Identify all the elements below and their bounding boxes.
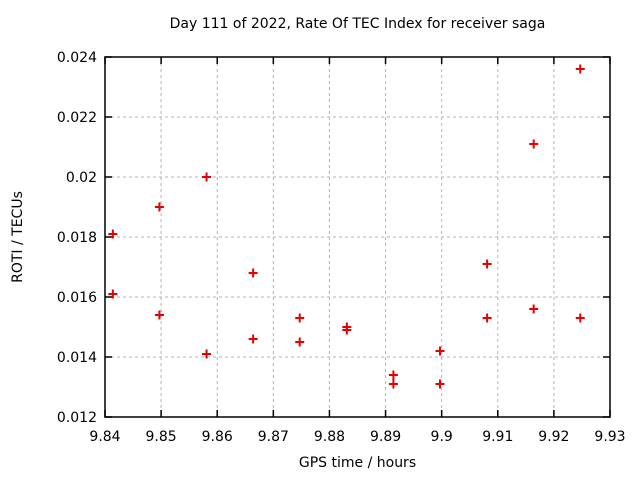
- x-tick-label: 9.9: [431, 429, 453, 445]
- data-point-marker: [388, 370, 398, 380]
- data-point-marker: [202, 172, 212, 182]
- data-point-marker: [295, 337, 305, 347]
- x-tick-label: 9.89: [370, 429, 401, 445]
- chart-title: Day 111 of 2022, Rate Of TEC Index for r…: [169, 16, 546, 32]
- x-tick-label: 9.88: [314, 429, 345, 445]
- data-point-marker: [529, 139, 539, 149]
- data-point-marker: [575, 64, 585, 74]
- data-point-marker: [295, 313, 305, 323]
- data-point-marker: [435, 346, 445, 356]
- data-point-marker: [388, 379, 398, 389]
- data-point-marker: [482, 313, 492, 323]
- x-tick-label: 9.92: [538, 429, 569, 445]
- data-point-marker: [435, 379, 445, 389]
- x-axis-label: GPS time / hours: [298, 455, 417, 471]
- data-point-marker: [482, 259, 492, 269]
- x-tick-label: 9.87: [258, 429, 289, 445]
- data-point-marker: [248, 334, 258, 344]
- data-point-marker: [108, 229, 118, 239]
- x-tick-label: 9.93: [594, 429, 625, 445]
- x-tick-label: 9.86: [202, 429, 233, 445]
- y-tick-label: 0.018: [57, 230, 97, 246]
- data-point-marker: [154, 310, 164, 320]
- y-tick-label: 0.016: [57, 290, 97, 306]
- data-point-marker: [202, 349, 212, 359]
- data-point-marker: [529, 304, 539, 314]
- y-tick-label: 0.022: [57, 110, 97, 126]
- x-tick-label: 9.84: [89, 429, 120, 445]
- data-point-marker: [154, 202, 164, 212]
- y-tick-label: 0.02: [66, 170, 97, 186]
- data-point-marker: [108, 289, 118, 299]
- data-point-marker: [248, 268, 258, 278]
- y-tick-label: 0.014: [57, 350, 97, 366]
- y-tick-label: 0.024: [57, 50, 97, 66]
- y-tick-label: 0.012: [57, 410, 97, 426]
- plot-border: [104, 56, 611, 418]
- x-tick-label: 9.85: [146, 429, 177, 445]
- data-point-marker: [575, 313, 585, 323]
- data-point-marker: [342, 325, 352, 335]
- x-tick-label: 9.91: [482, 429, 513, 445]
